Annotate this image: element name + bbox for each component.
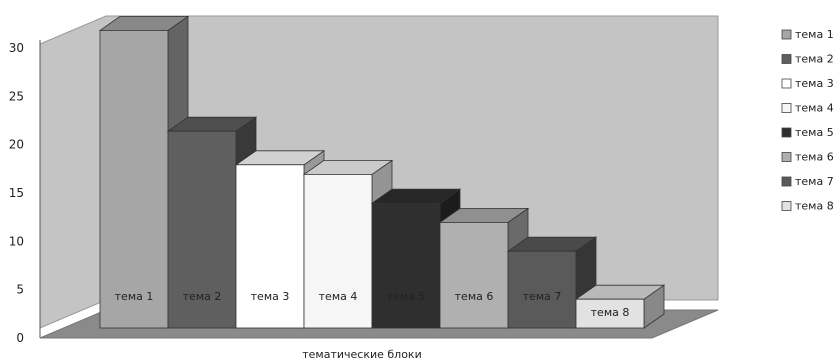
x-axis-label: тематические блоки — [302, 348, 421, 361]
bar-data-label: тема 6 — [455, 290, 494, 303]
legend-swatch — [781, 29, 792, 40]
legend-swatch — [781, 103, 792, 113]
legend-entry: тема 5 — [795, 126, 834, 139]
bar-front — [99, 29, 169, 329]
legend-entry: тема 2 — [795, 53, 834, 66]
bar-data-label: тема 7 — [523, 290, 562, 303]
y-tick-label: 30 — [9, 41, 24, 55]
bar-front — [167, 130, 237, 329]
y-tick-label: 10 — [9, 234, 24, 248]
legend-entry: тема 1 — [795, 28, 834, 41]
y-tick-label: 20 — [9, 138, 24, 152]
y-tick-label: 0 — [16, 331, 24, 345]
legend: тема 1 тема 2 тема 3 тема 4 тема 5 тема 6 тема… — [781, 28, 834, 213]
bar: тема 1 — [98, 15, 190, 329]
legend-swatch — [781, 176, 792, 187]
bar-front — [303, 173, 373, 329]
bars: тема 1 тема 2 тема 3 тема 4 тема 5 тема 6 тема… — [98, 15, 666, 329]
bar-front — [371, 202, 441, 329]
bar-front — [507, 250, 577, 329]
legend-swatch — [781, 78, 792, 89]
y-axis: 0 5 10 15 20 25 30 — [9, 40, 41, 345]
bar-data-label: тема 4 — [319, 290, 358, 303]
bar-data-label: тема 1 — [115, 290, 154, 303]
legend-swatch — [781, 127, 792, 138]
legend-entry: тема 7 — [795, 175, 834, 188]
bar-front — [235, 164, 305, 329]
legend-entry: тема 6 — [795, 151, 834, 164]
bar-data-label: тема 3 — [251, 290, 290, 303]
bar-data-label: тема 2 — [183, 290, 222, 303]
legend-entry: тема 4 — [795, 102, 834, 115]
bar: тема 7 — [506, 236, 598, 329]
bar: тема 8 — [574, 284, 666, 329]
legend-swatch — [781, 152, 792, 162]
legend-entry: тема 8 — [795, 200, 834, 213]
bar-data-label: тема 5 — [387, 290, 426, 303]
bar-front — [439, 221, 509, 329]
bar-front — [575, 298, 645, 329]
legend-entry: тема 3 — [795, 77, 834, 90]
y-tick-label: 15 — [9, 186, 24, 200]
bar-data-label: тема 8 — [591, 306, 630, 319]
y-tick-label: 25 — [9, 89, 24, 103]
y-tick-label: 5 — [16, 283, 24, 297]
legend-swatch — [781, 201, 792, 211]
legend-swatch — [781, 54, 792, 64]
